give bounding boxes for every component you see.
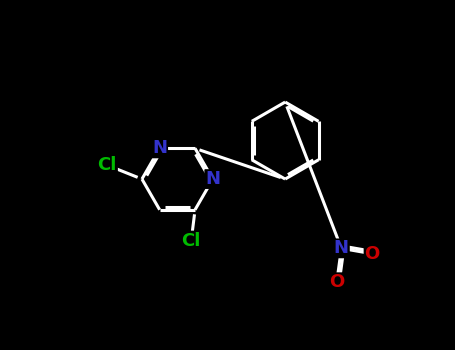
Text: O: O [364,245,380,263]
Text: Cl: Cl [98,156,117,174]
Text: Cl: Cl [182,232,201,250]
Text: N: N [152,139,167,158]
Text: N: N [205,170,220,188]
Text: O: O [329,273,344,291]
Text: N: N [334,239,349,257]
